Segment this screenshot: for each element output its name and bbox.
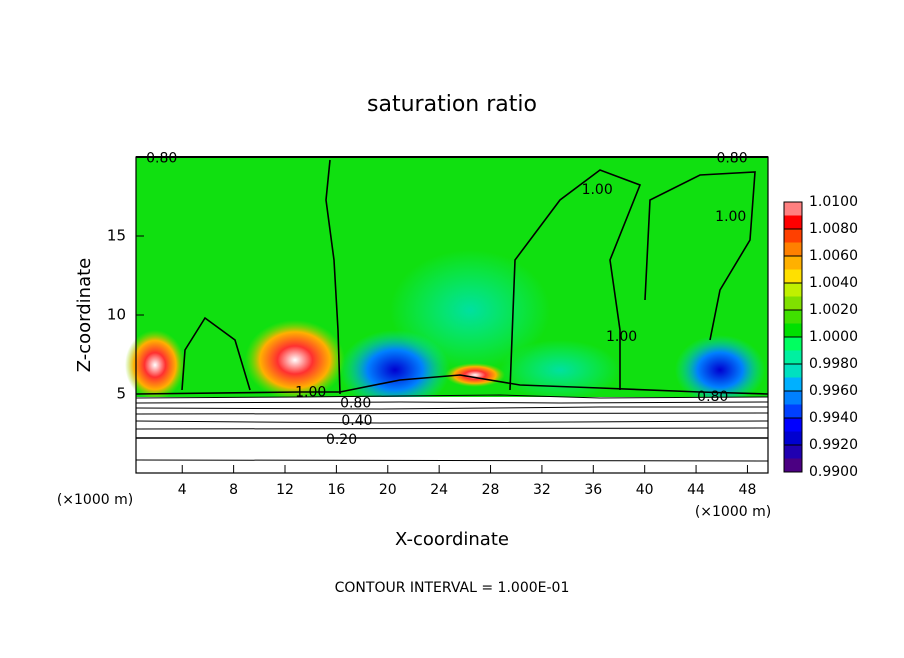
x-tick-label: 16 (327, 482, 345, 498)
x-tick-label: 36 (584, 482, 602, 498)
colorbar-band (784, 337, 802, 351)
contour-label: 0.20 (326, 432, 357, 448)
colorbar-band (784, 458, 802, 472)
x-tick-label: 8 (229, 482, 238, 498)
colorbar-band (784, 391, 802, 405)
colorbar-band (784, 377, 802, 391)
colorbar-label: 1.0020 (809, 302, 858, 318)
colorbar-label: 1.0060 (809, 248, 858, 264)
colorbar-band (784, 256, 802, 270)
x-tick-label: 32 (533, 482, 551, 498)
colorbar-label: 0.9960 (809, 383, 858, 399)
contour-label: 0.80 (716, 151, 747, 167)
contour-label: 1.00 (715, 209, 746, 225)
colorbar-label: 0.9900 (809, 464, 858, 480)
contour-label: 1.00 (606, 329, 637, 345)
colorbar-label: 1.0040 (809, 275, 858, 291)
y-tick-label: 5 (116, 385, 126, 403)
colorbar-band (784, 323, 802, 337)
chart-title: saturation ratio (367, 92, 537, 117)
colorbar-label: 1.0000 (809, 329, 858, 345)
y-tick-label: 15 (107, 227, 126, 245)
colorbar-band (784, 445, 802, 459)
colorbar-label: 1.0100 (809, 194, 858, 210)
colorbar-band (784, 229, 802, 243)
contour-label: 1.00 (582, 182, 613, 198)
colorbar-label: 1.0080 (809, 221, 858, 237)
colorbar-label: 0.9940 (809, 410, 858, 426)
contour-label: 0.80 (697, 389, 728, 405)
colorbar-band (784, 310, 802, 324)
contour-label: 1.00 (295, 384, 326, 400)
x-tick-label: 20 (379, 482, 397, 498)
y-unit: (×1000 m) (57, 492, 133, 508)
colorbar-band (784, 215, 802, 229)
colorbar-band (784, 364, 802, 378)
colorbar-band (784, 269, 802, 283)
y-axis-label: Z-coordinate (74, 258, 95, 373)
x-tick-label: 24 (430, 482, 448, 498)
x-tick-label: 4 (178, 482, 187, 498)
colorbar-band (784, 431, 802, 445)
contour-label: 0.40 (341, 413, 372, 429)
colorbar-band (784, 242, 802, 256)
annotation: CONTOUR INTERVAL = 1.000E-01 (335, 580, 570, 596)
colorbar-band (784, 296, 802, 310)
x-tick-label: 40 (636, 482, 654, 498)
colorbar-label: 0.9920 (809, 437, 858, 453)
x-tick-label: 44 (687, 482, 705, 498)
x-tick-label: 28 (482, 482, 500, 498)
colorbar-band (784, 202, 802, 216)
colorbar-band (784, 404, 802, 418)
y-tick-label: 10 (107, 306, 126, 324)
x-tick-label: 12 (276, 482, 294, 498)
colorbar-band (784, 283, 802, 297)
x-axis-label: X-coordinate (395, 529, 509, 550)
colorbar-band (784, 350, 802, 364)
contour-label: 0.80 (146, 151, 177, 167)
field (125, 156, 769, 473)
x-tick-label: 48 (739, 482, 757, 498)
x-unit: (×1000 m) (695, 504, 771, 520)
contour-label: 0.80 (340, 395, 371, 411)
colorbar-band (784, 418, 802, 432)
colorbar-label: 0.9980 (809, 356, 858, 372)
